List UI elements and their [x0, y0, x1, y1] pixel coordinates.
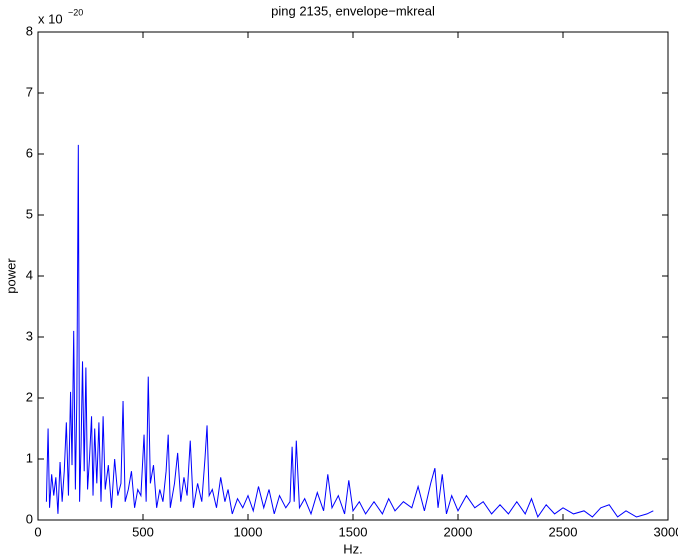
y-tick-label: 1 — [26, 450, 33, 465]
x-axis-label: Hz. — [343, 541, 363, 556]
y-tick-label: 2 — [26, 389, 33, 404]
y-tick-label: 7 — [26, 84, 33, 99]
axes-box — [37, 31, 669, 521]
data-line — [45, 144, 654, 519]
y-tick-label: 6 — [26, 145, 33, 160]
x-tick-label: 2500 — [549, 524, 578, 539]
chart-title: ping 2135, envelope−mkreal — [271, 3, 435, 18]
x-tick-label: 1500 — [339, 524, 368, 539]
y-tick-label: 0 — [26, 511, 33, 526]
y-tick-label: 5 — [26, 206, 33, 221]
y-multiplier: x 10 — [38, 11, 63, 26]
y-tick-label: 8 — [26, 23, 33, 38]
y-multiplier-exponent: −20 — [68, 7, 83, 17]
x-tick-label: 500 — [132, 524, 154, 539]
x-tick-label: 2000 — [444, 524, 473, 539]
x-tick-label: 1000 — [234, 524, 263, 539]
y-tick-label: 3 — [26, 328, 33, 343]
x-tick-label: 0 — [34, 524, 41, 539]
y-tick-label: 4 — [26, 267, 33, 282]
y-axis-label: power — [3, 258, 18, 294]
